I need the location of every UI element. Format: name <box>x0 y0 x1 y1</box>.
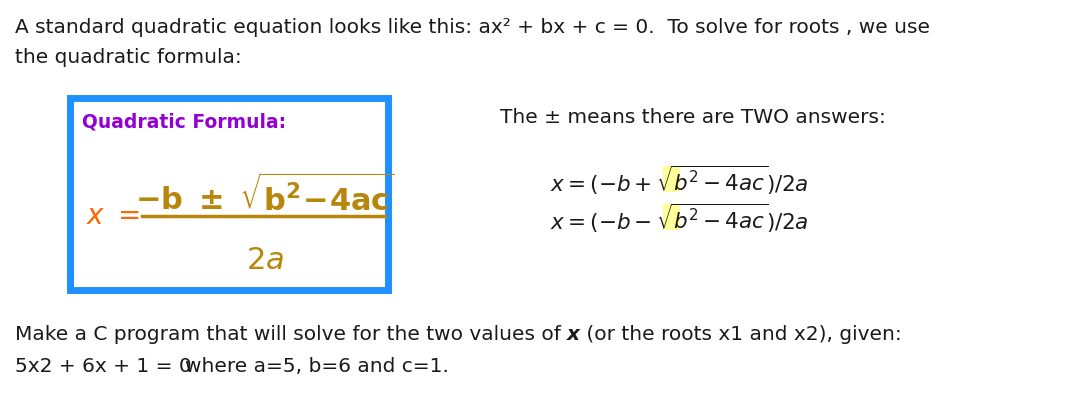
Text: A standard quadratic equation looks like this: ax² + bx + c = 0.  To solve for r: A standard quadratic equation looks like… <box>15 18 930 37</box>
Text: $x = (-b - \sqrt{b^2 - 4ac})/2a$: $x = (-b - \sqrt{b^2 - 4ac})/2a$ <box>550 202 808 235</box>
Text: 5x2 + 6x + 1 = 0: 5x2 + 6x + 1 = 0 <box>15 357 192 376</box>
FancyBboxPatch shape <box>663 166 680 192</box>
Text: where a=5, b=6 and c=1.: where a=5, b=6 and c=1. <box>185 357 448 376</box>
Text: Quadratic Formula:: Quadratic Formula: <box>82 112 286 131</box>
Text: the quadratic formula:: the quadratic formula: <box>15 48 241 67</box>
Text: $\mathit{2a}$: $\mathit{2a}$ <box>246 246 284 275</box>
Text: $x = (-b + \sqrt{b^2 - 4ac})/2a$: $x = (-b + \sqrt{b^2 - 4ac})/2a$ <box>550 163 808 197</box>
Text: The ± means there are TWO answers:: The ± means there are TWO answers: <box>500 108 886 127</box>
FancyBboxPatch shape <box>70 98 388 290</box>
Text: (or the roots x1 and x2), given:: (or the roots x1 and x2), given: <box>580 325 902 344</box>
Text: Make a C program that will solve for the two values of: Make a C program that will solve for the… <box>15 325 567 344</box>
Text: x: x <box>567 325 580 344</box>
Text: $\mathbf{-b\ \pm\ \sqrt{b^2\!-\!4ac}}$: $\mathbf{-b\ \pm\ \sqrt{b^2\!-\!4ac}}$ <box>135 174 395 216</box>
FancyBboxPatch shape <box>663 204 680 230</box>
Text: $x\ =$: $x\ =$ <box>86 202 140 230</box>
